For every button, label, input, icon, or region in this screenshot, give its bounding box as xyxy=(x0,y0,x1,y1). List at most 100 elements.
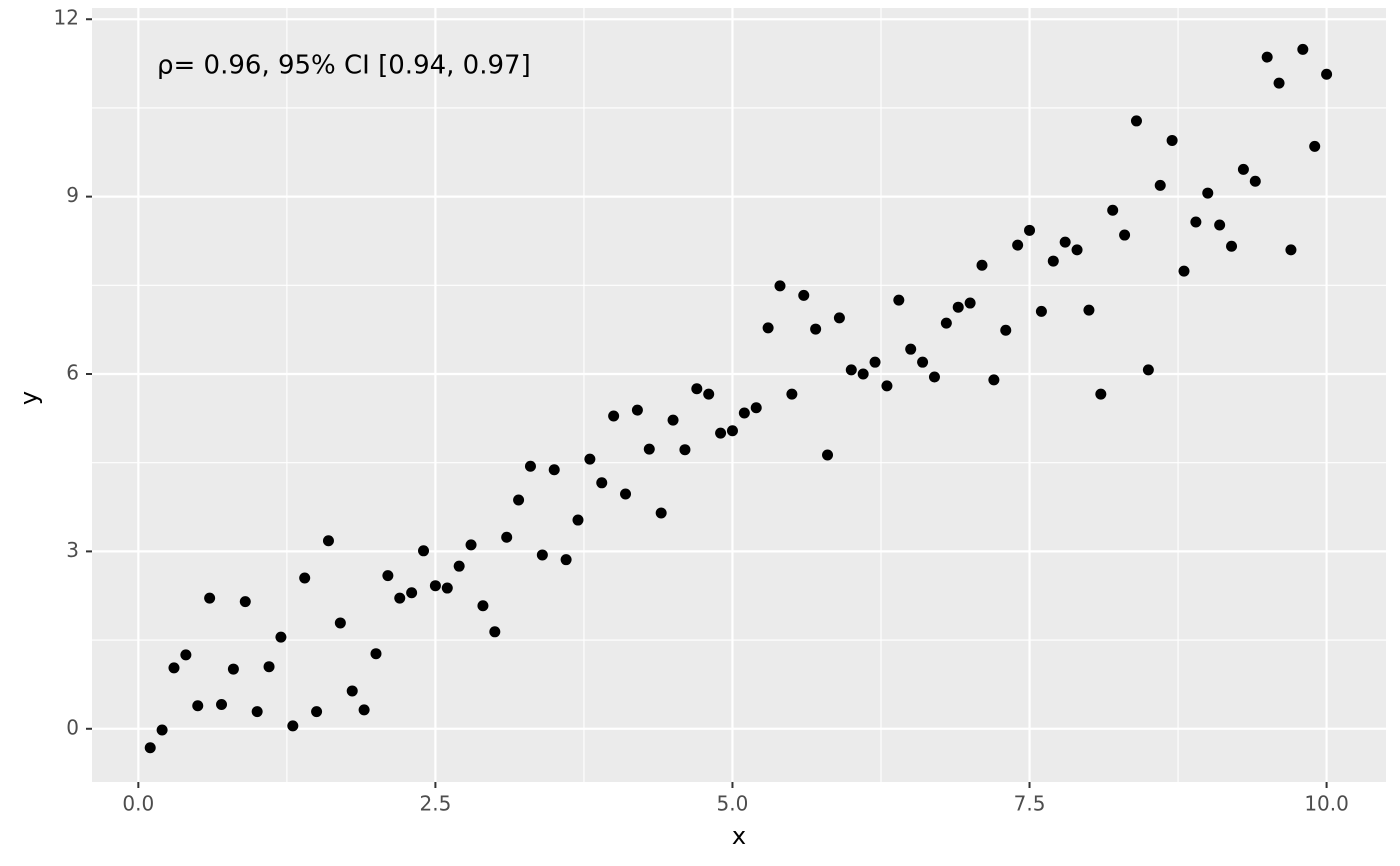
point xyxy=(988,374,1000,386)
point xyxy=(144,742,156,754)
point xyxy=(940,317,952,329)
point xyxy=(1273,77,1285,89)
point xyxy=(227,663,239,675)
point xyxy=(976,259,988,271)
point xyxy=(513,494,525,506)
point xyxy=(524,460,536,472)
point xyxy=(572,514,584,526)
annotation: ρ= 0.96, 95% CI [0.94, 0.97] xyxy=(157,51,531,81)
x-tick-label: 10.0 xyxy=(1304,792,1349,816)
point xyxy=(429,580,441,592)
point xyxy=(1059,236,1071,248)
point xyxy=(1047,255,1059,267)
point xyxy=(964,297,976,309)
point xyxy=(1214,219,1226,231)
point xyxy=(1107,204,1119,216)
x-tick-label: 2.5 xyxy=(419,792,451,816)
point xyxy=(917,356,929,368)
point xyxy=(370,648,382,660)
point xyxy=(928,371,940,383)
point xyxy=(703,388,715,400)
point xyxy=(394,592,406,604)
point xyxy=(1297,43,1309,55)
point xyxy=(1226,240,1238,252)
point xyxy=(1249,175,1261,187)
point xyxy=(1261,51,1273,63)
point xyxy=(441,582,453,594)
point xyxy=(691,383,703,395)
point xyxy=(631,404,643,416)
y-tick-label: 0 xyxy=(66,715,79,739)
point xyxy=(655,507,667,519)
point xyxy=(287,720,299,732)
point xyxy=(465,539,477,551)
point xyxy=(453,560,465,572)
point xyxy=(192,700,204,712)
x-tick-label: 7.5 xyxy=(1014,792,1046,816)
point xyxy=(489,626,501,638)
point xyxy=(905,343,917,355)
y-tick-label: 3 xyxy=(66,538,79,562)
point xyxy=(596,477,608,489)
point xyxy=(382,570,394,582)
point xyxy=(322,535,334,547)
point xyxy=(643,443,655,455)
point xyxy=(845,364,857,376)
point xyxy=(679,444,691,456)
point xyxy=(1178,265,1190,277)
point xyxy=(786,388,798,400)
point xyxy=(346,685,358,697)
point xyxy=(180,649,192,661)
y-tick-label: 9 xyxy=(66,183,79,207)
point xyxy=(1130,115,1142,127)
point xyxy=(881,380,893,392)
point xyxy=(156,724,168,736)
point xyxy=(1154,179,1166,191)
point xyxy=(810,323,822,335)
point xyxy=(168,662,180,674)
y-tick-label: 6 xyxy=(66,361,79,385)
point xyxy=(774,280,786,292)
point xyxy=(1012,239,1024,251)
point xyxy=(560,554,572,566)
point xyxy=(1166,134,1178,146)
x-tick-label: 5.0 xyxy=(717,792,749,816)
point xyxy=(536,549,548,561)
point xyxy=(822,449,834,461)
point xyxy=(548,464,560,476)
point xyxy=(1309,140,1321,152)
point xyxy=(406,587,418,599)
point xyxy=(1237,163,1249,175)
x-axis-title: x xyxy=(732,822,746,850)
point xyxy=(311,706,323,718)
point xyxy=(1071,244,1083,256)
point xyxy=(216,699,228,711)
point xyxy=(1095,388,1107,400)
point xyxy=(1321,68,1333,80)
point xyxy=(1142,364,1154,376)
point xyxy=(299,572,311,584)
point xyxy=(263,661,275,673)
point xyxy=(1083,304,1095,316)
point xyxy=(477,600,489,612)
point xyxy=(204,592,216,604)
point xyxy=(1000,324,1012,336)
point xyxy=(726,425,738,437)
point xyxy=(239,596,251,608)
point xyxy=(893,294,905,306)
panel xyxy=(92,8,1386,782)
point xyxy=(334,617,346,629)
point xyxy=(1285,244,1297,256)
point xyxy=(738,407,750,419)
point xyxy=(584,453,596,465)
point xyxy=(358,704,370,716)
y-tick-label: 12 xyxy=(54,6,79,30)
x-tick-label: 0.0 xyxy=(122,792,154,816)
point xyxy=(750,402,762,414)
point xyxy=(1024,224,1036,236)
point xyxy=(762,322,774,334)
points xyxy=(144,43,1333,754)
point xyxy=(275,631,287,643)
point xyxy=(418,545,430,557)
